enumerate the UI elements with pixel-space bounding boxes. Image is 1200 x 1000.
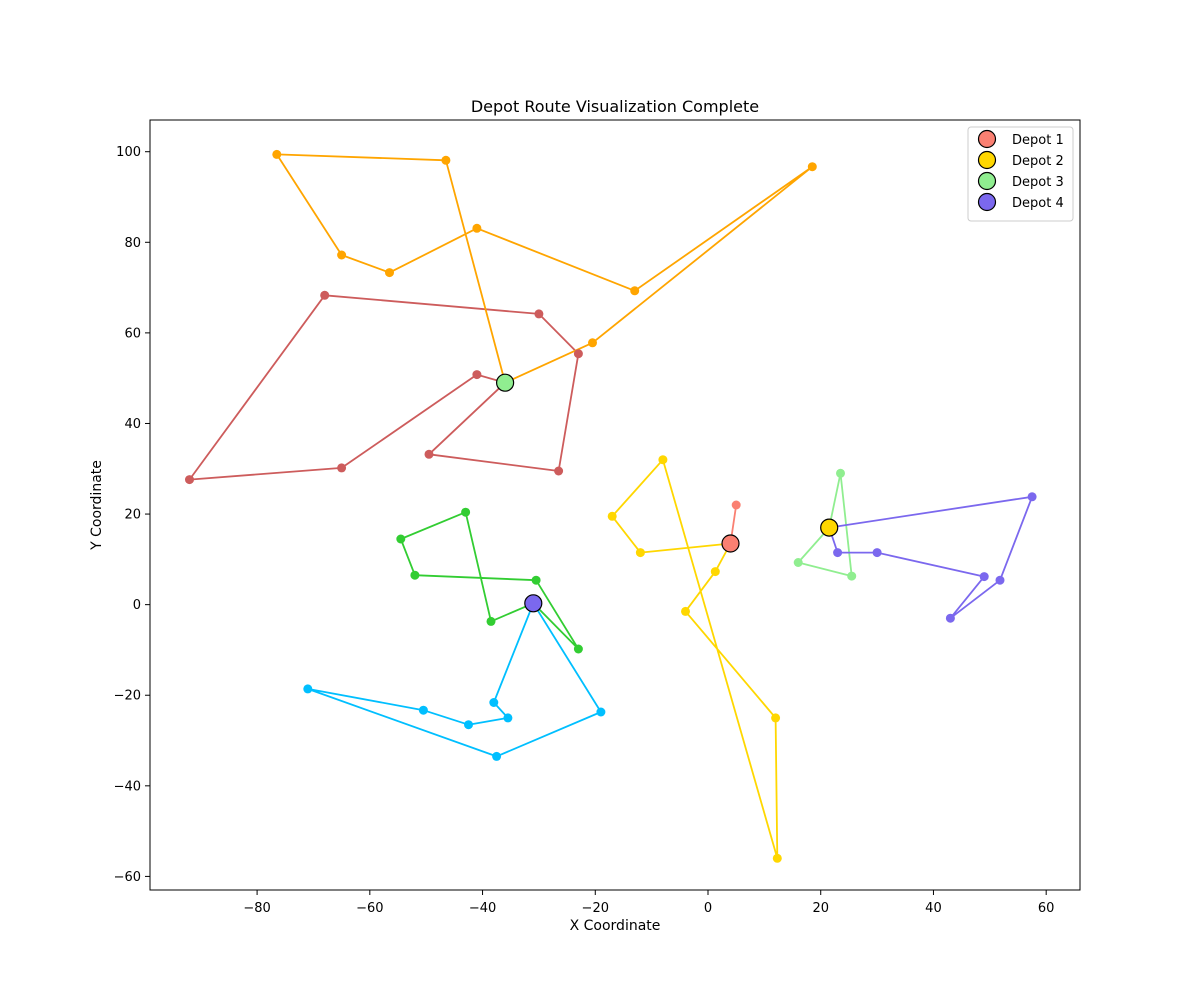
route-8-stop-4 bbox=[418, 705, 428, 715]
y-tick-label: −20 bbox=[114, 689, 141, 704]
route-4-stop-3 bbox=[945, 613, 955, 623]
legend-marker-4 bbox=[977, 192, 997, 212]
route-7-stop-4 bbox=[396, 534, 406, 544]
legend-label-4: Depot 4 bbox=[1012, 196, 1064, 211]
route-8-stop-3 bbox=[303, 684, 313, 694]
route-3-stop-3 bbox=[793, 558, 803, 567]
route-6-stop-7 bbox=[272, 149, 282, 159]
x-tick-label: −20 bbox=[582, 901, 609, 916]
x-tick-label: 0 bbox=[704, 901, 712, 916]
route-8-stop-7 bbox=[489, 698, 499, 707]
route-8-stop-5 bbox=[464, 720, 473, 730]
route-2-stop-4 bbox=[772, 853, 782, 863]
route-2-stop-2 bbox=[607, 511, 617, 521]
depot-marker-2 bbox=[820, 518, 839, 537]
route-8-stop-6 bbox=[503, 713, 513, 723]
y-tick-label: 80 bbox=[124, 236, 141, 251]
route-4-stop-5 bbox=[872, 548, 882, 558]
legend-label-1: Depot 1 bbox=[1012, 133, 1064, 148]
legend-marker-1 bbox=[977, 129, 997, 149]
route-line-4 bbox=[828, 495, 1033, 620]
x-tick-label: −80 bbox=[243, 901, 270, 916]
route-4-stop-4 bbox=[979, 572, 989, 582]
y-tick-label: −40 bbox=[114, 779, 141, 794]
y-axis: −60 −40 −20 0 20 40 60 80 100 bbox=[114, 145, 150, 885]
y-tick-label: 0 bbox=[133, 598, 141, 613]
route-5-stop-1 bbox=[472, 370, 482, 380]
route-8-stop-2 bbox=[492, 751, 502, 761]
route-6-stop-3 bbox=[630, 286, 640, 296]
y-tick-label: 100 bbox=[116, 145, 141, 160]
route-line-7 bbox=[399, 511, 580, 650]
legend-label-3: Depot 3 bbox=[1012, 175, 1064, 190]
legend-marker-3 bbox=[977, 171, 997, 191]
route-8-stop-1 bbox=[596, 707, 606, 717]
x-axis-title: X Coordinate bbox=[570, 918, 661, 934]
x-tick-label: 20 bbox=[812, 901, 829, 916]
route-2-stop-6 bbox=[681, 606, 690, 616]
route-6-stop-2 bbox=[807, 162, 817, 172]
depot-marker-3 bbox=[496, 373, 515, 392]
route-7-stop-5 bbox=[461, 507, 471, 517]
route-3-stop-1 bbox=[836, 468, 845, 478]
route-5-stop-7 bbox=[554, 466, 564, 476]
plot-area bbox=[185, 149, 1037, 863]
route-1-stop-1 bbox=[731, 500, 741, 510]
route-7-stop-2 bbox=[531, 575, 541, 585]
route-7-stop-3 bbox=[410, 570, 420, 580]
route-7-stop-6 bbox=[486, 616, 496, 626]
route-4-stop-2 bbox=[995, 575, 1005, 585]
route-2-stop-1 bbox=[635, 548, 645, 558]
route-4-stop-6 bbox=[833, 548, 843, 558]
x-tick-label: −40 bbox=[469, 901, 496, 916]
y-tick-label: 20 bbox=[124, 508, 141, 523]
depot-marker-1 bbox=[721, 534, 740, 553]
depot-marker-4 bbox=[524, 594, 543, 613]
y-tick-label: −60 bbox=[114, 870, 141, 885]
route-line-5 bbox=[188, 294, 580, 481]
route-5-stop-2 bbox=[337, 463, 347, 473]
route-6-stop-6 bbox=[337, 250, 347, 260]
route-line-6 bbox=[275, 153, 814, 384]
route-2-stop-5 bbox=[771, 713, 781, 723]
route-7-stop-1 bbox=[573, 644, 583, 654]
route-5-stop-3 bbox=[185, 475, 194, 485]
legend-marker-2 bbox=[977, 150, 997, 170]
y-tick-label: 40 bbox=[124, 417, 141, 432]
x-tick-label: 60 bbox=[1038, 901, 1055, 916]
y-axis-title: Y Coordinate bbox=[89, 460, 105, 551]
route-5-stop-4 bbox=[320, 290, 330, 300]
y-tick-label: 60 bbox=[124, 326, 141, 341]
route-line-2 bbox=[611, 458, 779, 860]
route-6-stop-1 bbox=[588, 338, 597, 348]
route-6-stop-4 bbox=[472, 223, 482, 233]
legend-label-2: Depot 2 bbox=[1012, 154, 1064, 169]
route-2-stop-7 bbox=[710, 567, 720, 577]
x-tick-label: 40 bbox=[925, 901, 942, 916]
route-6-stop-5 bbox=[385, 268, 394, 278]
route-5-stop-8 bbox=[424, 449, 434, 459]
chart-title: Depot Route Visualization Complete bbox=[471, 97, 759, 116]
route-2-stop-3 bbox=[658, 455, 668, 465]
route-4-stop-1 bbox=[1027, 492, 1037, 502]
route-6-stop-8 bbox=[441, 155, 451, 165]
route-3-stop-2 bbox=[847, 571, 857, 581]
route-5-stop-5 bbox=[534, 309, 544, 319]
route-5-stop-6 bbox=[573, 349, 583, 359]
plot-frame bbox=[149, 119, 1081, 891]
legend: Depot 1 Depot 2 Depot 3 Depot 4 bbox=[967, 126, 1074, 222]
x-tick-label: −60 bbox=[356, 901, 383, 916]
x-axis: −80 −60 −40 −20 0 20 40 60 bbox=[243, 890, 1054, 916]
